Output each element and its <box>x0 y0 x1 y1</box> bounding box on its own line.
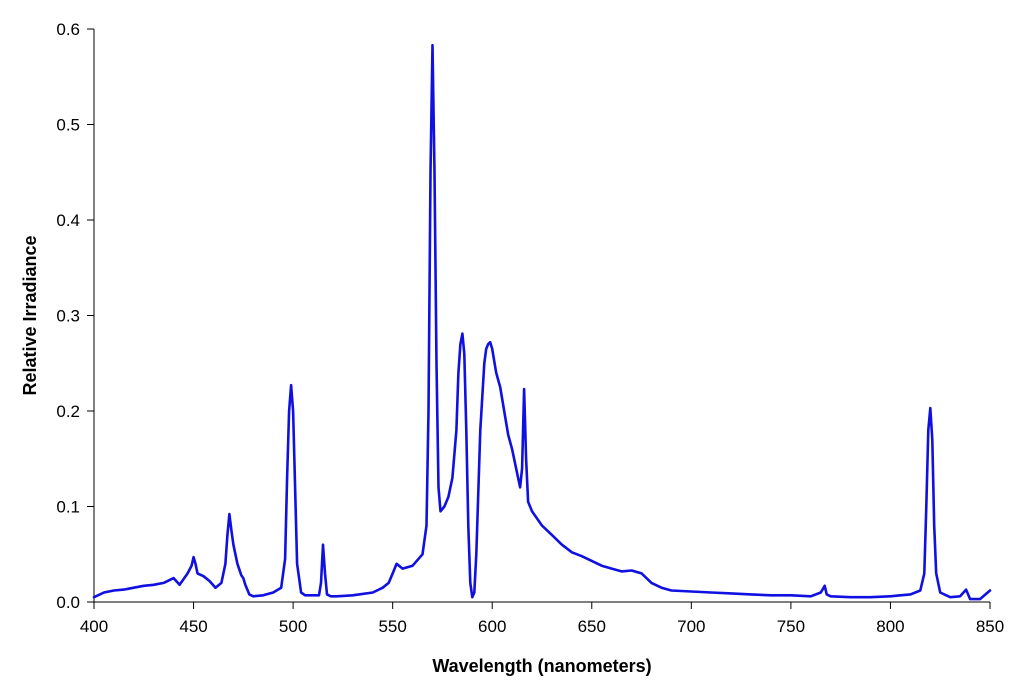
y-tick-label: 0.5 <box>56 116 80 135</box>
x-tick-label: 700 <box>677 617 705 636</box>
x-tick-label: 800 <box>876 617 904 636</box>
x-tick-label: 600 <box>478 617 506 636</box>
y-tick-label: 0.1 <box>56 498 80 517</box>
x-tick-label: 850 <box>976 617 1004 636</box>
x-axis-ticks: 400 450 500 550 600 650 700 750 800 850 <box>80 602 1004 636</box>
x-axis-title: Wavelength (nanometers) <box>432 656 651 676</box>
series-line <box>92 43 992 601</box>
x-tick-label: 650 <box>578 617 606 636</box>
y-tick-label: 0.3 <box>56 307 80 326</box>
x-tick-label: 500 <box>279 617 307 636</box>
y-axis-ticks: 0.0 0.1 0.2 0.3 0.4 0.5 0.6 <box>56 20 94 612</box>
y-axis-title: Relative Irradiance <box>20 235 40 395</box>
x-tick-label: 550 <box>378 617 406 636</box>
y-tick-label: 0.2 <box>56 402 80 421</box>
x-tick-label: 450 <box>179 617 207 636</box>
x-tick-label: 750 <box>777 617 805 636</box>
x-tick-label: 400 <box>80 617 108 636</box>
y-tick-label: 0.6 <box>56 20 80 39</box>
y-tick-label: 0.0 <box>56 593 80 612</box>
y-tick-label: 0.4 <box>56 211 80 230</box>
